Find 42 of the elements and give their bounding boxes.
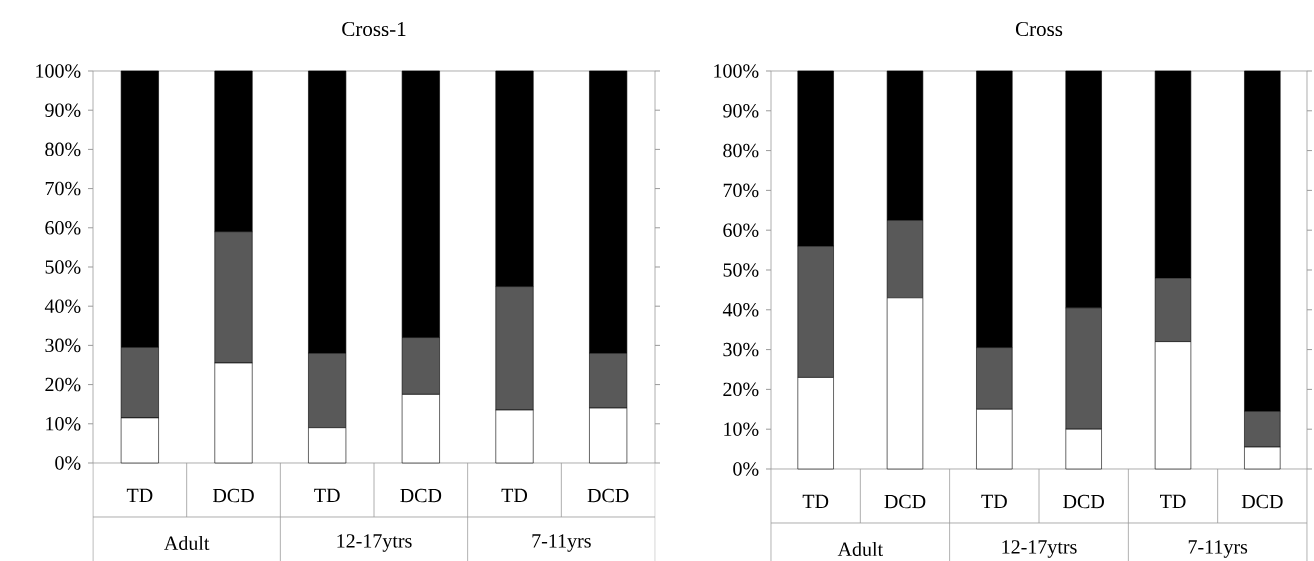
y-tick-label: 30% (723, 342, 759, 357)
y-tick-label: 20% (723, 382, 759, 397)
y-tick-label: 90% (45, 103, 81, 117)
x-tick-label: TD (314, 488, 340, 502)
text: 7-11yrs (532, 534, 591, 552)
y-tick-label: 40% (722, 303, 759, 317)
chart-title: Cross (1015, 22, 1063, 37)
text: 7-11yrs (1188, 540, 1248, 558)
x-tick-label: DCD (587, 488, 629, 503)
y-tick-label: 10% (46, 417, 81, 431)
y-tick-label: 50% (723, 263, 759, 277)
x-tick-label: DCD (1063, 494, 1104, 509)
x-tick-label: TD (126, 488, 153, 502)
y-tick-label: 30% (45, 338, 81, 353)
y-tick-label: 0% (733, 462, 759, 476)
y-tick-label: 100% (714, 64, 759, 78)
y-tick-label: 80% (45, 142, 81, 157)
x-tick-label: DCD (212, 488, 254, 503)
y-tick-label: 70% (723, 183, 759, 198)
y-tick-label: 60% (45, 221, 81, 235)
text: 12-17ytrs (337, 534, 412, 552)
y-tick-label: 60% (723, 223, 759, 237)
text: Adult (837, 541, 883, 557)
chart-title: Cross-1 (342, 22, 406, 37)
x-tick-label: DCD (1241, 494, 1283, 509)
y-tick-label: 70% (45, 181, 81, 196)
y-tick-label: 90% (723, 104, 759, 118)
text: 12-17ytrs (1002, 540, 1077, 558)
x-tick-label: TD (802, 494, 829, 508)
y-tick-label: 0% (55, 456, 81, 470)
y-tick-label: 50% (45, 260, 81, 274)
y-tick-label: 100% (36, 64, 81, 78)
y-tick-label: 20% (45, 377, 81, 392)
x-tick-label: DCD (400, 488, 442, 503)
text: Adult (164, 535, 210, 551)
x-tick-label: DCD (884, 494, 926, 509)
y-tick-label: 80% (723, 143, 759, 158)
x-tick-label: TD (501, 488, 528, 502)
y-tick-label: 40% (44, 299, 81, 313)
x-tick-label: TD (1160, 494, 1186, 508)
y-tick-label: 10% (724, 422, 759, 436)
x-tick-label: TD (981, 494, 1007, 508)
